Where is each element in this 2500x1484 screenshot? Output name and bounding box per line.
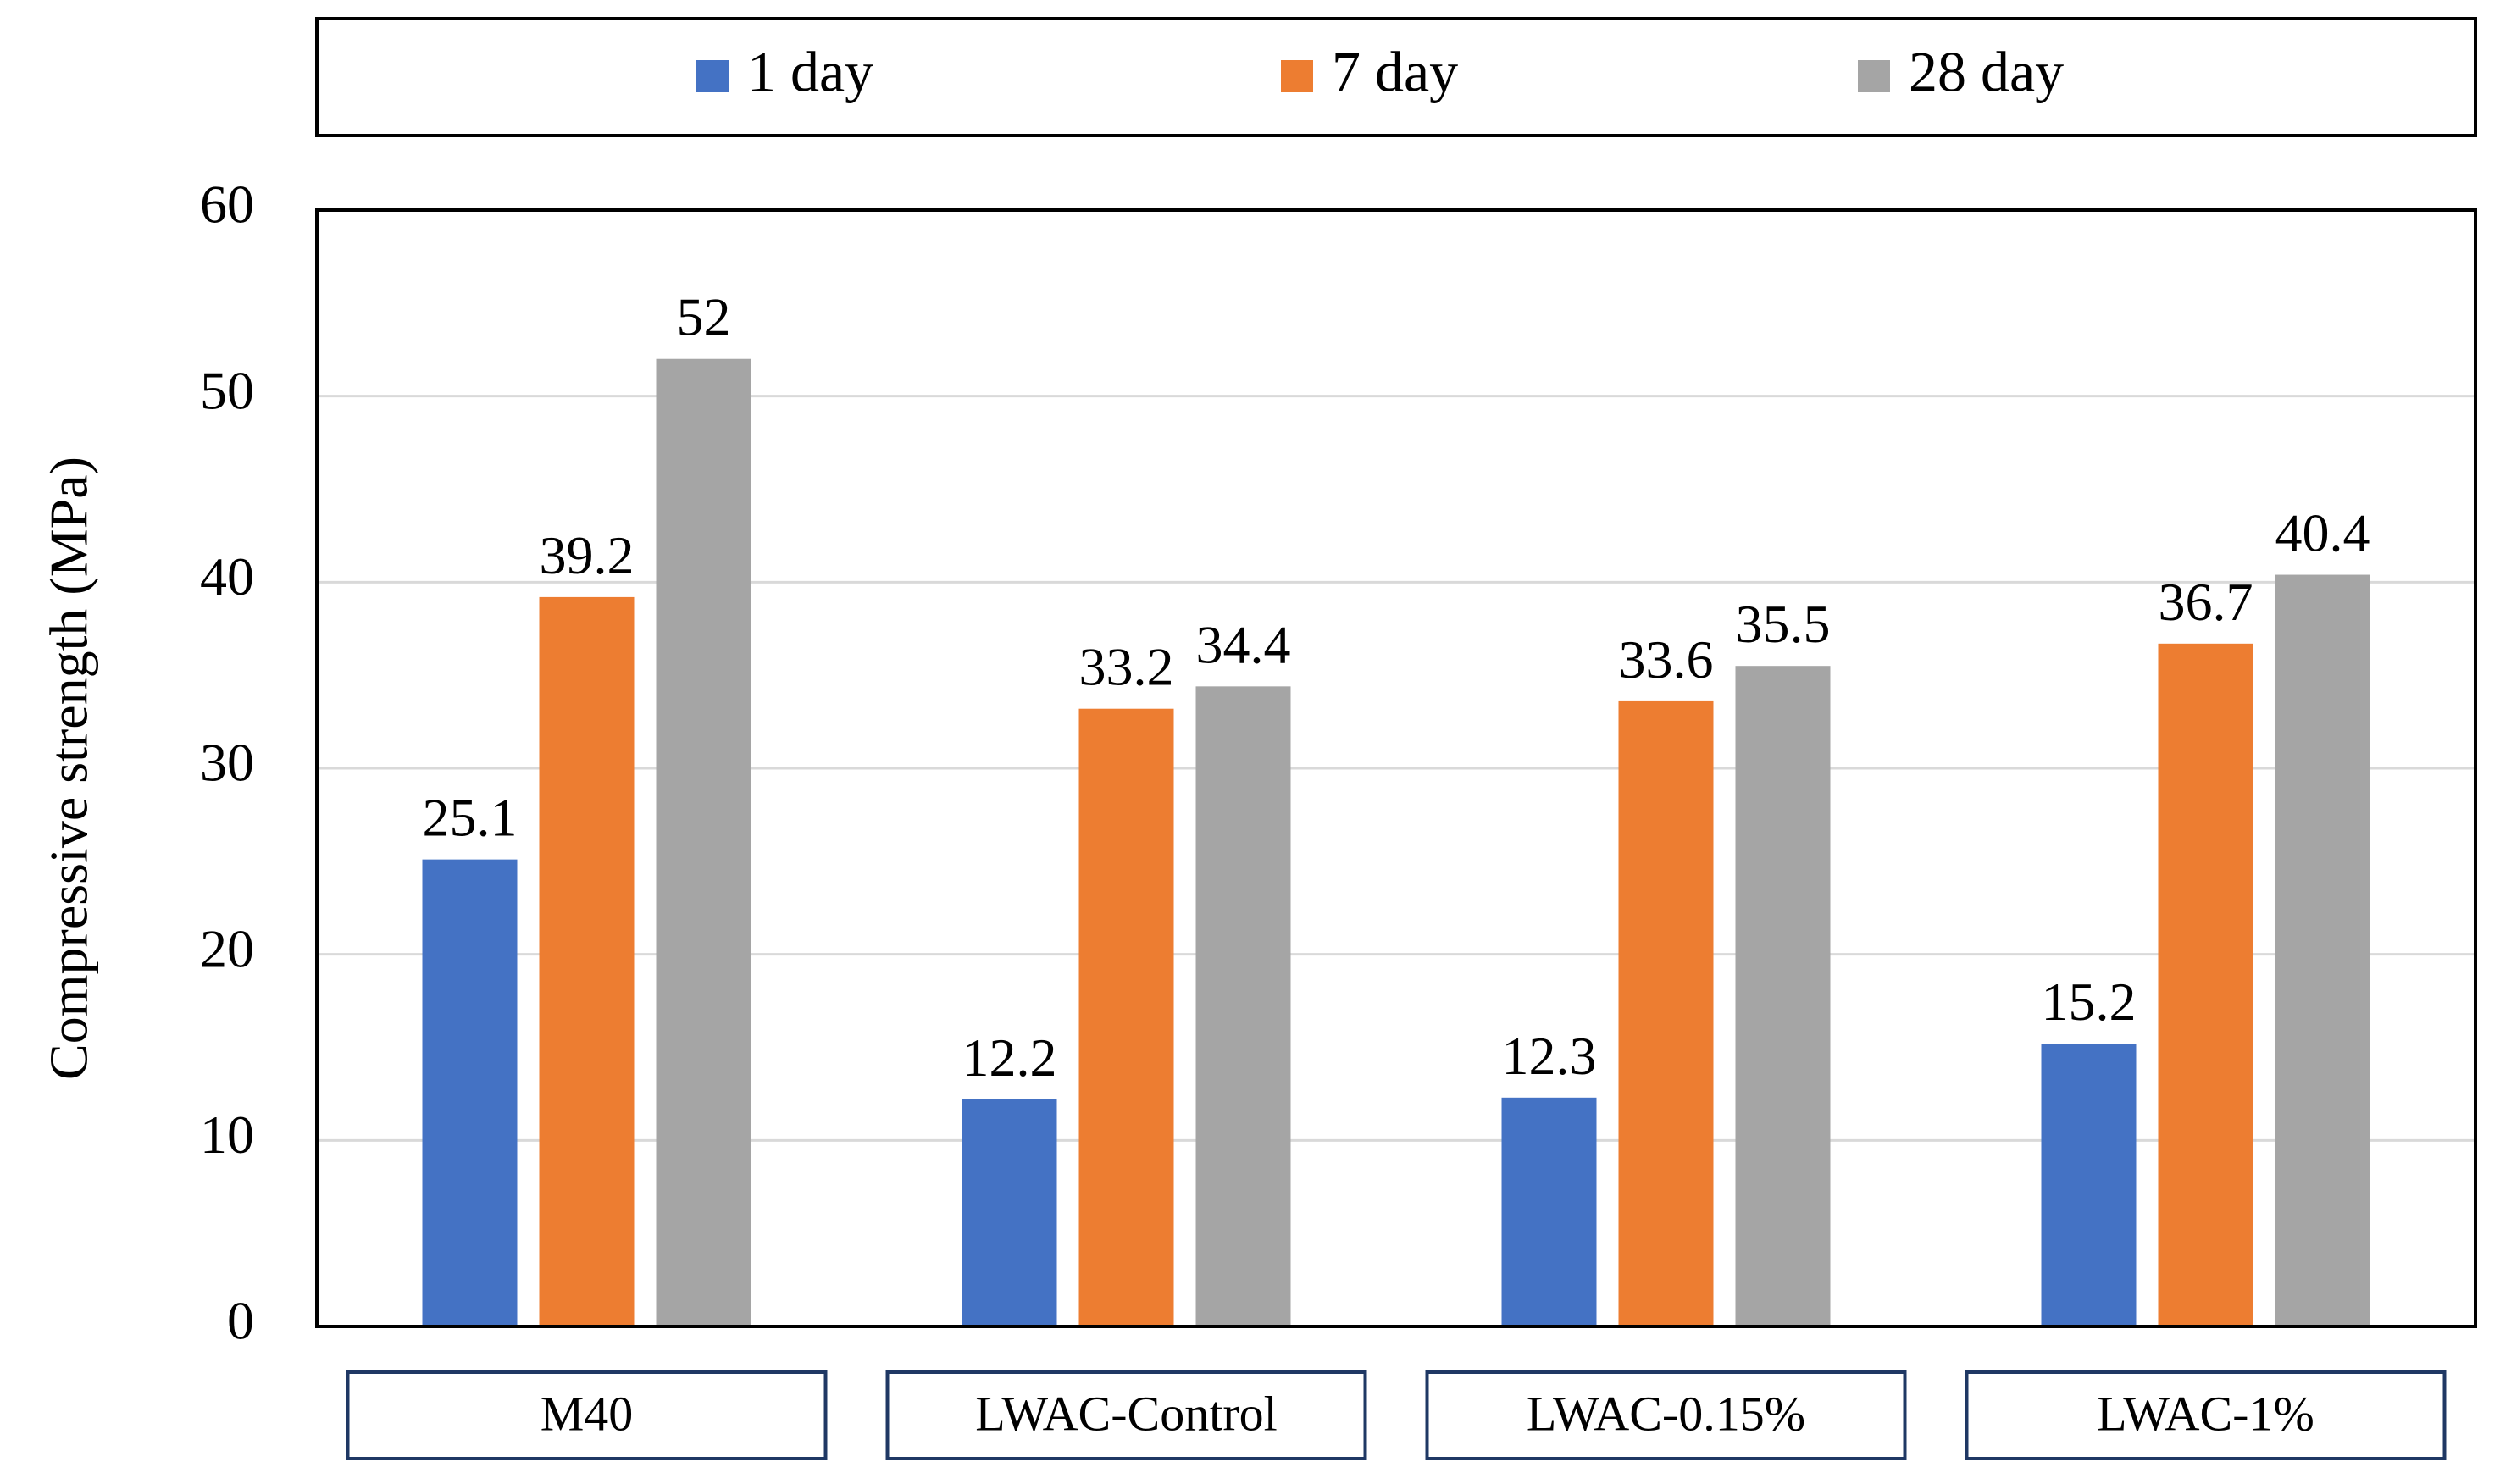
y-tick-label: 50 [200, 360, 254, 420]
y-tick-label: 30 [200, 733, 254, 793]
category-box [1965, 1370, 2447, 1460]
data-label: 25.1 [423, 788, 518, 848]
x-tick-label: LWAC-Control [975, 1386, 1278, 1441]
x-tick-label: LWAC-0.15% [1527, 1386, 1805, 1441]
y-tick-label: 10 [200, 1105, 254, 1165]
bar [1078, 708, 1174, 1326]
legend-swatch [696, 60, 729, 92]
data-label: 12.2 [962, 1027, 1057, 1088]
plot-area-border [315, 208, 2477, 1328]
category-box [1425, 1370, 1907, 1460]
x-tick-label: M40 [540, 1386, 634, 1441]
legend-label: 7 day [1332, 40, 1458, 104]
bar [2158, 643, 2253, 1326]
y-tick-label: 20 [200, 918, 254, 978]
data-label: 34.4 [1196, 614, 1291, 674]
data-label: 35.5 [1736, 594, 1831, 654]
x-axis-category-labels: M40 LWAC-Control LWAC-0.15% LWAC-1% [346, 1370, 2447, 1460]
data-label: 12.3 [1502, 1026, 1597, 1086]
bar [2041, 1044, 2137, 1326]
legend: 1 day 7 day 28 day [696, 40, 2064, 104]
data-label: 33.2 [1079, 637, 1174, 697]
category-box [346, 1370, 828, 1460]
y-tick-label: 40 [200, 546, 254, 606]
data-label: 52 [677, 287, 731, 347]
data-label: 33.6 [1619, 629, 1714, 689]
data-label: 39.2 [540, 525, 635, 585]
y-tick-label: 0 [227, 1291, 254, 1351]
data-labels: 25.1 12.2 12.3 15.2 39.2 33.2 33.6 36.7 52 34.4 35… [423, 287, 2370, 1088]
category-box [885, 1370, 1367, 1460]
y-axis-label: Compressive strength (MPa) [39, 457, 99, 1080]
x-tick-label: LWAC-1% [2097, 1386, 2314, 1441]
data-label: 36.7 [2159, 572, 2253, 632]
bars [422, 358, 2370, 1326]
legend-swatch [1281, 60, 1313, 92]
legend-box [315, 17, 2477, 137]
bar [1618, 700, 1714, 1326]
bar [1195, 686, 1291, 1326]
bar [2275, 574, 2370, 1326]
bar [422, 859, 518, 1326]
bar [1735, 666, 1831, 1326]
y-axis-tick-labels: 0 10 20 30 40 50 60 [200, 174, 254, 1351]
data-label: 15.2 [2042, 972, 2137, 1032]
bar [962, 1099, 1057, 1326]
legend-swatch [1858, 60, 1890, 92]
data-label: 40.4 [2275, 503, 2370, 563]
bar [539, 596, 635, 1326]
y-tick-label: 60 [200, 174, 254, 235]
legend-label: 28 day [1909, 40, 2064, 104]
legend-label: 1 day [747, 40, 873, 104]
bar [1501, 1097, 1597, 1326]
gridlines [317, 395, 2475, 1142]
bar [656, 358, 751, 1326]
